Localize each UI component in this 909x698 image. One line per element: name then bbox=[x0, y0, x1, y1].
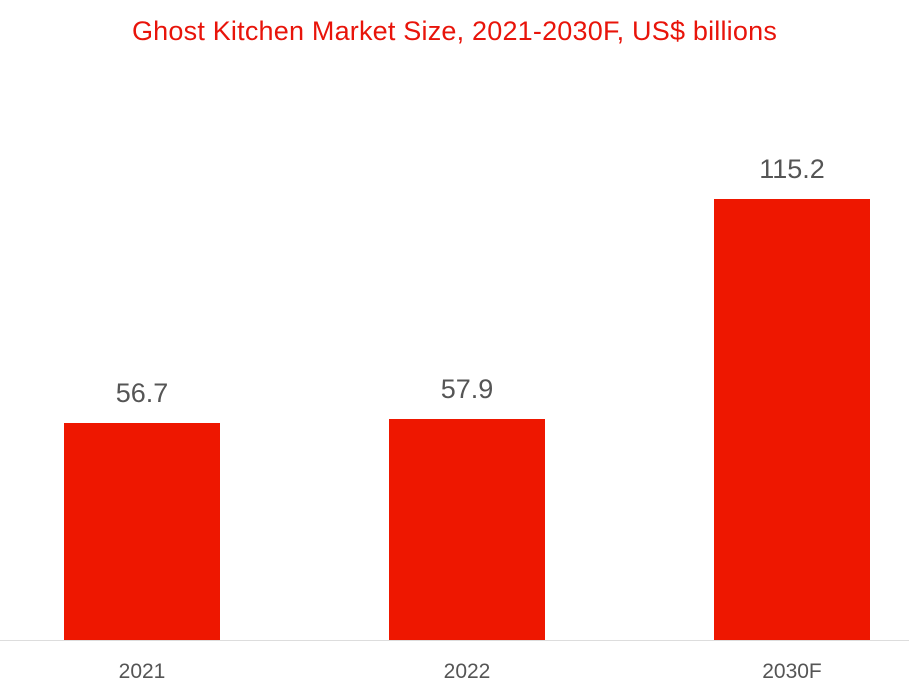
x-tick-label: 2021 bbox=[118, 660, 166, 683]
bar-value-label: 56.7 bbox=[115, 378, 169, 408]
x-tick-label: 2022 bbox=[443, 660, 491, 683]
x-tick-label: 2030F bbox=[762, 660, 822, 683]
bar-2021 bbox=[64, 423, 220, 640]
chart-title: Ghost Kitchen Market Size, 2021-2030F, U… bbox=[131, 16, 778, 46]
bar-2030f bbox=[714, 199, 870, 640]
bar-value-label: 57.9 bbox=[440, 374, 494, 404]
x-axis-line bbox=[0, 640, 909, 641]
bar-2022 bbox=[389, 419, 545, 640]
bar-value-label: 115.2 bbox=[759, 154, 825, 184]
